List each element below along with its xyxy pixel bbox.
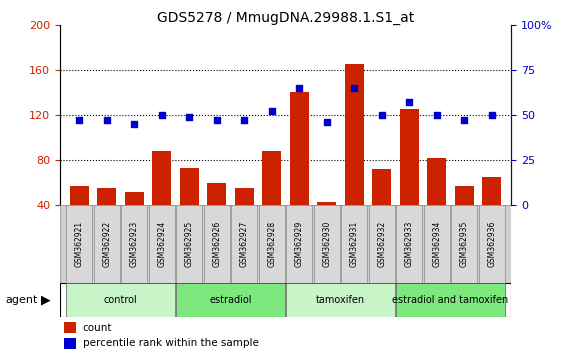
Bar bbox=[94, 205, 120, 283]
Text: GSM362928: GSM362928 bbox=[267, 221, 276, 267]
Text: count: count bbox=[83, 322, 112, 332]
Bar bbox=[203, 205, 230, 283]
Text: tamoxifen: tamoxifen bbox=[316, 295, 365, 305]
Bar bbox=[176, 205, 203, 283]
Text: ▶: ▶ bbox=[41, 293, 51, 307]
Text: GSM362922: GSM362922 bbox=[102, 221, 111, 267]
Bar bbox=[65, 338, 76, 349]
Text: GSM362936: GSM362936 bbox=[487, 221, 496, 268]
Text: GSM362921: GSM362921 bbox=[75, 221, 84, 267]
Bar bbox=[65, 322, 76, 333]
Bar bbox=[368, 205, 395, 283]
Text: agent: agent bbox=[6, 295, 38, 305]
Text: GSM362926: GSM362926 bbox=[212, 221, 221, 267]
Bar bbox=[148, 205, 175, 283]
Bar bbox=[176, 283, 285, 317]
Bar bbox=[259, 205, 285, 283]
Bar bbox=[345, 64, 364, 205]
Bar bbox=[372, 169, 391, 205]
Point bbox=[349, 85, 359, 91]
Bar bbox=[482, 177, 501, 205]
Bar bbox=[97, 188, 116, 205]
Text: GSM362923: GSM362923 bbox=[130, 221, 139, 267]
Text: estradiol and tamoxifen: estradiol and tamoxifen bbox=[392, 295, 509, 305]
Bar bbox=[317, 202, 336, 205]
Point bbox=[157, 112, 166, 118]
Text: GSM362930: GSM362930 bbox=[322, 221, 331, 268]
Bar bbox=[455, 186, 474, 205]
Text: GSM362924: GSM362924 bbox=[157, 221, 166, 267]
Bar bbox=[396, 205, 423, 283]
Bar bbox=[478, 205, 505, 283]
Point bbox=[184, 114, 194, 120]
Text: estradiol: estradiol bbox=[209, 295, 252, 305]
Text: GSM362932: GSM362932 bbox=[377, 221, 386, 267]
Point bbox=[295, 85, 304, 91]
Point bbox=[432, 112, 441, 118]
Point bbox=[487, 112, 496, 118]
Bar bbox=[451, 205, 477, 283]
Point bbox=[130, 121, 139, 127]
Bar bbox=[66, 205, 93, 283]
Point bbox=[212, 118, 222, 123]
Bar bbox=[289, 92, 309, 205]
Text: control: control bbox=[103, 295, 138, 305]
Point bbox=[240, 118, 249, 123]
Bar bbox=[235, 188, 254, 205]
Text: GSM362933: GSM362933 bbox=[405, 221, 414, 268]
Bar bbox=[396, 283, 505, 317]
Point bbox=[102, 118, 111, 123]
Bar bbox=[400, 109, 419, 205]
Bar bbox=[124, 192, 144, 205]
Text: GSM362934: GSM362934 bbox=[432, 221, 441, 268]
Bar bbox=[231, 205, 258, 283]
Bar bbox=[424, 205, 450, 283]
Bar bbox=[286, 205, 312, 283]
Bar bbox=[180, 168, 199, 205]
Bar bbox=[207, 183, 226, 205]
Bar bbox=[313, 205, 340, 283]
Point bbox=[460, 118, 469, 123]
Text: GDS5278 / MmugDNA.29988.1.S1_at: GDS5278 / MmugDNA.29988.1.S1_at bbox=[157, 11, 414, 25]
Text: percentile rank within the sample: percentile rank within the sample bbox=[83, 338, 259, 348]
Text: GSM362931: GSM362931 bbox=[350, 221, 359, 267]
Point bbox=[377, 112, 387, 118]
Point bbox=[267, 109, 276, 114]
Point bbox=[322, 119, 331, 125]
Text: GSM362929: GSM362929 bbox=[295, 221, 304, 267]
Text: GSM362935: GSM362935 bbox=[460, 221, 469, 268]
Text: GSM362925: GSM362925 bbox=[185, 221, 194, 267]
Text: GSM362927: GSM362927 bbox=[240, 221, 249, 267]
Bar bbox=[341, 205, 368, 283]
Bar bbox=[286, 283, 395, 317]
Bar bbox=[66, 283, 175, 317]
Point bbox=[405, 99, 414, 105]
Point bbox=[75, 118, 84, 123]
Bar bbox=[262, 151, 282, 205]
Bar bbox=[70, 186, 89, 205]
Bar bbox=[427, 158, 447, 205]
Bar bbox=[152, 151, 171, 205]
Bar bbox=[121, 205, 147, 283]
